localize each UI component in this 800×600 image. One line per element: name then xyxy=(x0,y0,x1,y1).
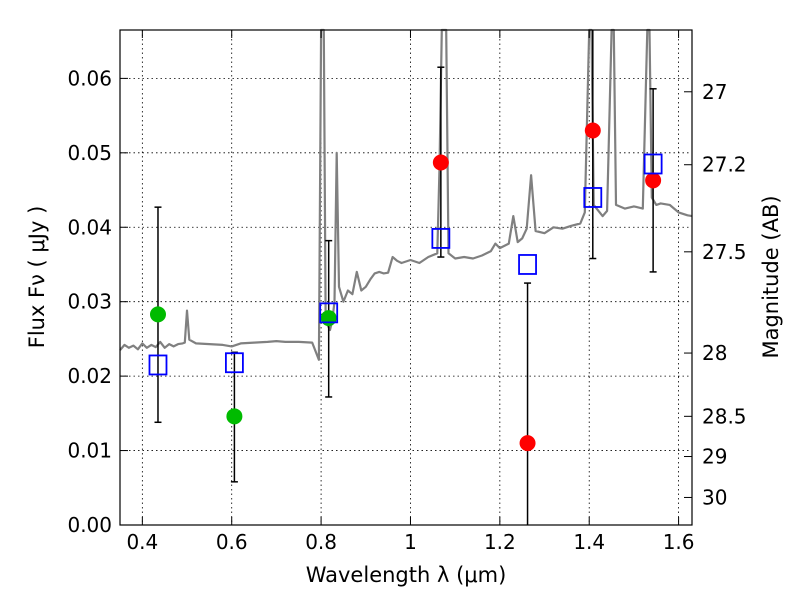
y-tick-label: 0.05 xyxy=(67,141,112,165)
y-tick-label: 0.01 xyxy=(67,439,112,463)
data-point-square xyxy=(319,302,339,324)
tick-layer xyxy=(120,30,692,526)
data-point-square xyxy=(643,153,663,175)
data-point-square xyxy=(224,352,244,374)
y2-tick-label: 27.5 xyxy=(702,240,747,264)
x-tick-label: 0.8 xyxy=(305,530,337,554)
tick-label-layer: 0.4 0.6 0.8 1 1.2 1.4 1.6 0.00 0.01 0.02 0.03 0.04 0… xyxy=(67,66,746,554)
y2-tick-label: 27 xyxy=(702,80,727,104)
y-tick-label: 0.03 xyxy=(67,290,112,314)
y-tick-label: 0.06 xyxy=(67,66,112,90)
marker-layer xyxy=(148,122,663,452)
x-tick-label: 1.2 xyxy=(484,530,516,554)
data-point-circle xyxy=(226,408,243,425)
y-axis-label: Flux Fν ( μJy ) xyxy=(25,206,49,349)
plot-frame xyxy=(119,29,693,526)
x-axis-label: Wavelength λ (μm) xyxy=(306,563,507,587)
x-tick-label: 1.4 xyxy=(573,530,605,554)
data-point-circle xyxy=(584,122,601,139)
x-tick-label: 1 xyxy=(404,530,417,554)
y-tick-label: 0.00 xyxy=(67,513,112,537)
data-point-circle xyxy=(519,435,536,452)
data-point-square xyxy=(431,228,451,249)
data-point-circle xyxy=(149,306,166,323)
data-point-circle xyxy=(432,154,449,171)
y-tick-label: 0.04 xyxy=(67,215,112,239)
spectrum-line xyxy=(119,28,693,361)
data-point-square xyxy=(148,354,168,376)
y-tick-label: 0.02 xyxy=(67,364,112,388)
y2-tick-label: 27.2 xyxy=(702,153,747,177)
y2-axis-label: Magnitude (AB) xyxy=(759,195,783,358)
spectrum-layer xyxy=(119,28,693,361)
x-tick-label: 1.6 xyxy=(663,530,695,554)
data-point-square xyxy=(583,187,603,208)
x-tick-label: 0.4 xyxy=(126,530,158,554)
y2-tick-label: 28 xyxy=(702,341,727,365)
data-point-square xyxy=(518,254,537,275)
data-point-circle xyxy=(320,310,337,327)
data-point-circle xyxy=(645,172,662,189)
y2-tick-label: 28.5 xyxy=(702,404,747,428)
y2-tick-label: 30 xyxy=(702,485,727,509)
y2-tick-label: 29 xyxy=(702,445,727,469)
x-tick-label: 0.6 xyxy=(216,530,248,554)
plot-background xyxy=(120,30,692,525)
